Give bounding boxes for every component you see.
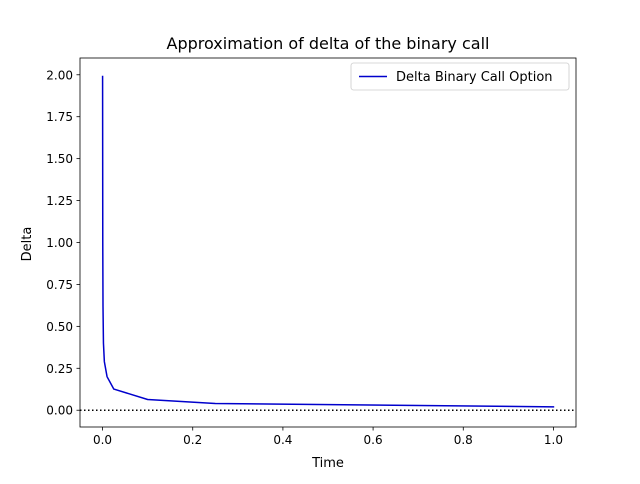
plot-area: 0.0 0.2 0.4 0.6 0.8 1.0 0.00 0.25 0.50 0.75 1.00 1.… bbox=[46, 57, 577, 447]
legend-box bbox=[350, 62, 570, 91]
x-tick-label: 0.6 bbox=[364, 433, 383, 447]
y-tick-label: 1.50 bbox=[46, 152, 73, 166]
y-tick-label: 2.00 bbox=[46, 68, 73, 82]
y-tick-label: 0.25 bbox=[46, 362, 73, 376]
x-tick-label: 0.2 bbox=[183, 433, 202, 447]
legend-label: Delta Binary Call Option bbox=[396, 70, 553, 85]
x-axis-label: Time bbox=[311, 456, 344, 471]
y-tick-label: 0.50 bbox=[46, 320, 73, 334]
y-tick-label: 0.75 bbox=[46, 278, 73, 292]
y-tick-label: 1.75 bbox=[46, 110, 73, 124]
x-tick-label: 0.0 bbox=[93, 433, 112, 447]
chart-title: Approximation of delta of the binary cal… bbox=[167, 34, 490, 53]
y-axis-label: Delta bbox=[20, 227, 35, 262]
x-tick-label: 1.0 bbox=[544, 433, 563, 447]
series-line-0 bbox=[101, 75, 555, 408]
x-tick-label: 0.8 bbox=[454, 433, 473, 447]
x-tick-label: 0.4 bbox=[273, 433, 292, 447]
y-tick-label: 0.00 bbox=[46, 404, 73, 418]
y-tick-label: 1.25 bbox=[46, 194, 73, 208]
legend: Delta Binary Call Option bbox=[350, 62, 570, 91]
y-tick-label: 1.00 bbox=[46, 236, 73, 250]
